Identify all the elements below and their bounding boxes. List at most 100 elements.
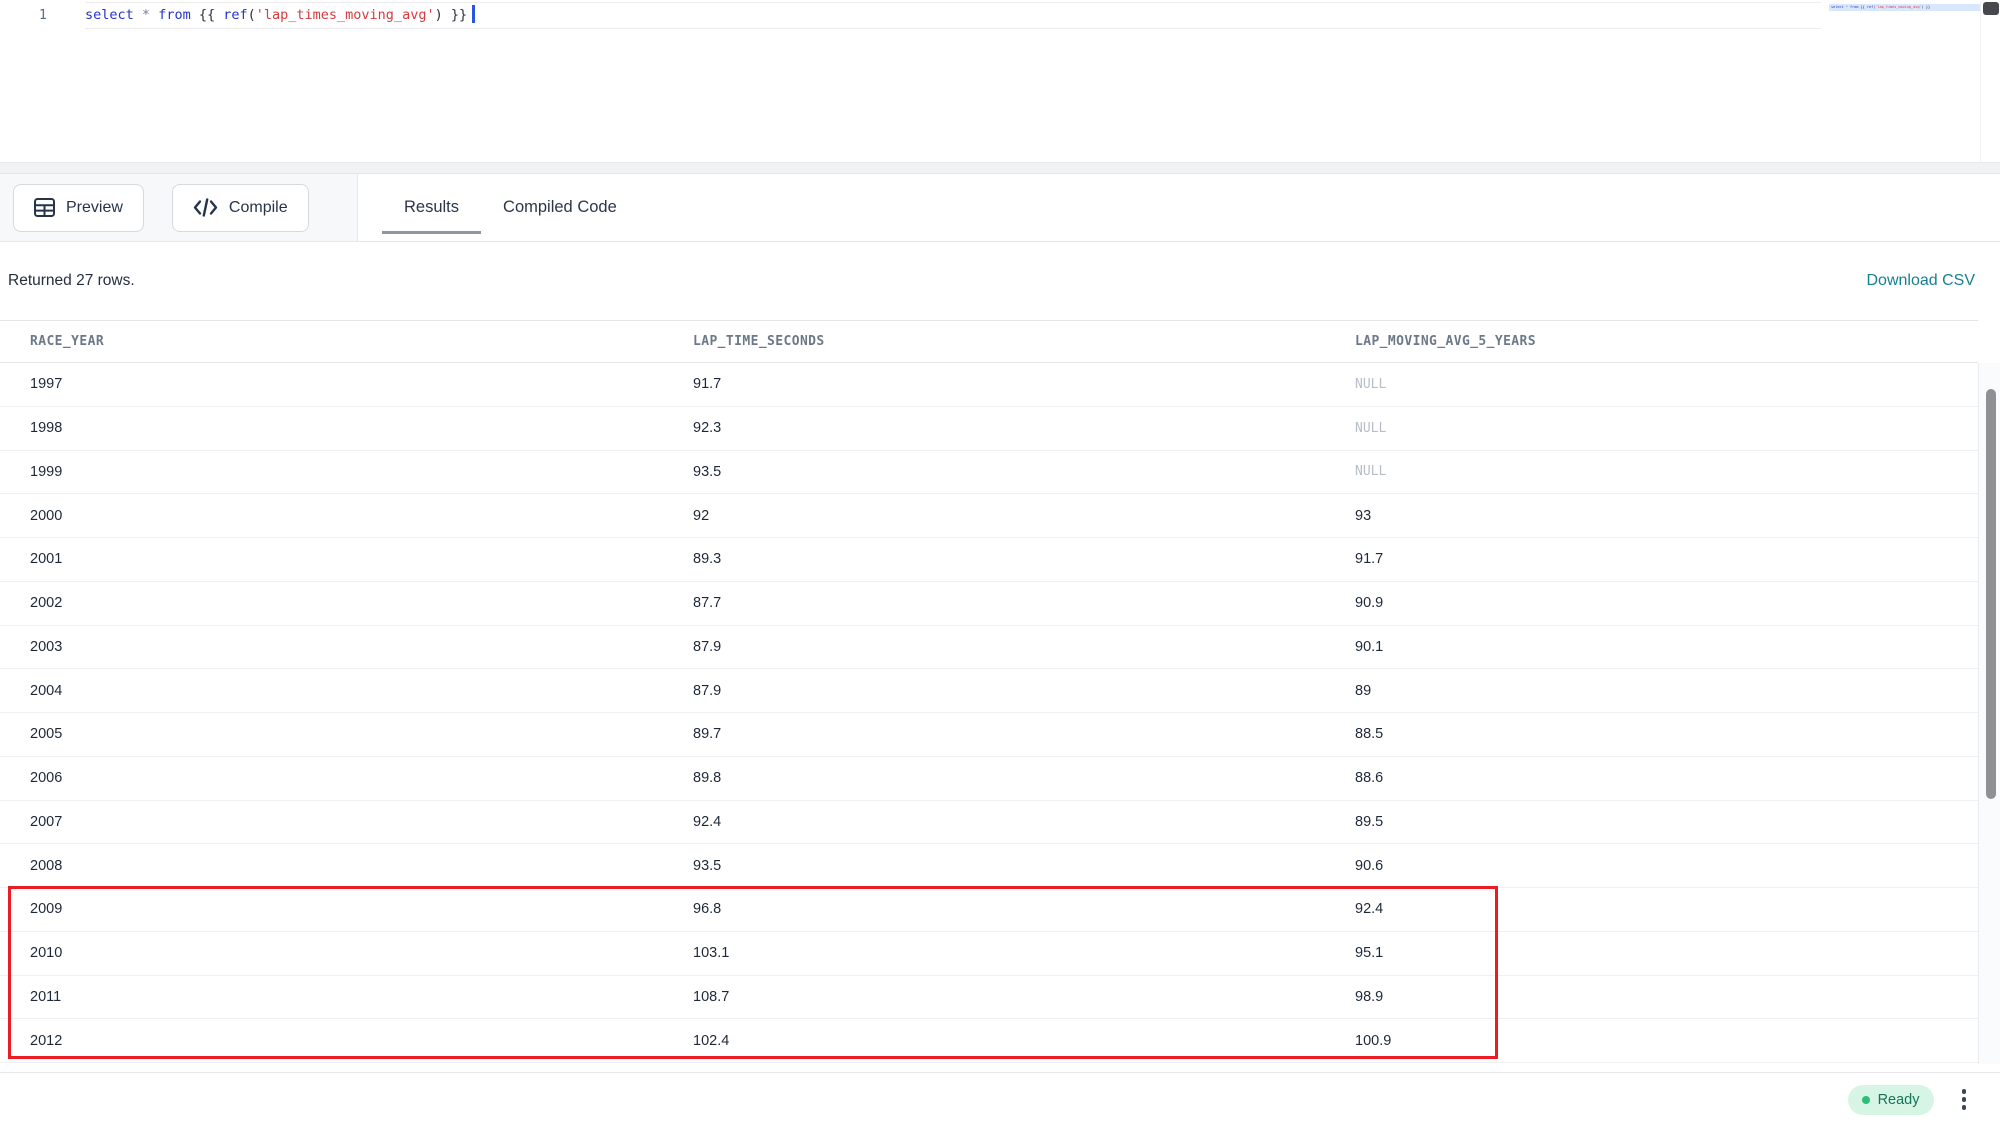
results-grid: RACE_YEAR LAP_TIME_SECONDS LAP_MOVING_AVG_…	[0, 320, 2000, 1064]
table-cell: 91.7	[693, 376, 722, 393]
sql-editor[interactable]: 1 select * from {{ ref('lap_times_moving…	[0, 2, 2000, 162]
table-cell: 90.9	[1355, 595, 1384, 612]
results-tabs: Results Compiled Code	[382, 174, 639, 241]
kebab-menu-icon[interactable]	[1958, 1085, 1971, 1114]
table-row: 2006 89.8 88.6	[0, 757, 1978, 801]
pane-resize-handle[interactable]	[0, 162, 2000, 174]
table-cell: 2007	[30, 813, 63, 830]
grid-bottom-gap	[0, 1064, 2000, 1072]
table-cell: 2005	[30, 726, 63, 743]
table-cell: 87.9	[693, 682, 722, 699]
status-dot-icon	[1861, 1095, 1870, 1104]
tab-results-label: Results	[404, 198, 460, 216]
preview-button-label: Preview	[66, 198, 123, 216]
table-cell: 89.5	[1355, 813, 1384, 830]
table-row: 2011 108.7 98.9	[0, 976, 1978, 1020]
code-line: 1 select * from {{ ref('lap_times_moving…	[0, 2, 2000, 29]
preview-button[interactable]: Preview	[13, 183, 144, 232]
editor-scroll-track-divider	[1980, 2, 1981, 162]
table-cell: 2002	[30, 595, 63, 612]
status-bar: Ready	[0, 1072, 2000, 1124]
editor-minimap[interactable]: select * from {{ ref('lap_times_moving_a…	[1829, 2, 1981, 162]
table-cell: 92.4	[693, 813, 722, 830]
table-cell: 87.9	[693, 638, 722, 655]
code-token: )	[434, 7, 443, 23]
grid-scrollbar-thumb[interactable]	[1986, 389, 1996, 799]
table-cell: 90.6	[1355, 857, 1384, 874]
code-token: (	[247, 7, 256, 23]
table-cell: NULL	[1355, 420, 1387, 436]
code-token: 'lap_times_moving_avg'	[255, 7, 435, 23]
status-badge-label: Ready	[1877, 1091, 1920, 1108]
code-token: )	[1921, 5, 1924, 9]
table-row: 2012 102.4 100.9	[0, 1019, 1978, 1063]
status-badge[interactable]: Ready	[1847, 1084, 1934, 1115]
code-input[interactable]: select * from {{ ref('lap_times_moving_a…	[85, 2, 1821, 29]
table-cell: 88.6	[1355, 770, 1384, 787]
results-toolbar: Preview Compile Results Compiled Code	[0, 174, 2000, 242]
editor-scrollbar-thumb[interactable]	[1983, 2, 1999, 15]
table-cell: 90.1	[1355, 638, 1384, 655]
toolbar-actions: Preview Compile	[0, 174, 358, 241]
code-token: *	[141, 7, 151, 23]
table-cell: 2006	[30, 770, 63, 787]
table-cell: 93	[1355, 507, 1372, 524]
table-cell: 95.1	[1355, 945, 1384, 962]
grid-scrollbar-track[interactable]	[1978, 363, 2000, 1064]
table-row: 1997 91.7 NULL	[0, 363, 1978, 407]
column-header: RACE_YEAR	[30, 334, 105, 349]
table-cell: 2000	[30, 507, 63, 524]
tab-compiled-code-label: Compiled Code	[503, 198, 617, 216]
table-cell: 89.8	[693, 770, 722, 787]
code-token: select	[85, 7, 134, 23]
table-row: 2001 89.3 91.7	[0, 538, 1978, 582]
tab-compiled-code[interactable]: Compiled Code	[481, 174, 639, 241]
code-token: ref	[223, 7, 248, 23]
code-token: }}	[1923, 5, 1931, 9]
code-token: ref	[1866, 5, 1874, 9]
table-cell: 2008	[30, 857, 63, 874]
table-cell: 92.4	[1355, 901, 1384, 918]
table-cell: 89.7	[693, 726, 722, 743]
code-token: }}	[442, 7, 468, 23]
table-cell: 108.7	[693, 988, 730, 1005]
table-row: 2008 93.5 90.6	[0, 844, 1978, 888]
text-cursor	[472, 5, 475, 23]
table-cell: 2011	[30, 988, 62, 1005]
download-csv-link[interactable]: Download CSV	[1866, 272, 1976, 289]
code-token: 'lap_times_moving_avg'	[1875, 5, 1922, 9]
table-cell: 88.5	[1355, 726, 1384, 743]
table-cell: 2012	[30, 1032, 63, 1049]
compile-button-label: Compile	[228, 198, 288, 216]
code-tokens: select * from {{ ref('lap_times_moving_a…	[85, 7, 467, 23]
line-number: 1	[38, 7, 47, 23]
grid-body: 1997 91.7 NULL 1998 92.3 NULL 1999 93.5 NULL 2000…	[0, 363, 1978, 1063]
table-row: 2009 96.8 92.4	[0, 888, 1978, 932]
code-token	[134, 7, 142, 23]
table-cell: 93.5	[693, 857, 722, 874]
table-cell: 2010	[30, 945, 63, 962]
table-cell: 96.8	[693, 901, 722, 918]
table-cell: 2009	[30, 901, 63, 918]
code-token: from	[158, 7, 191, 23]
column-header: LAP_TIME_SECONDS	[693, 334, 825, 349]
table-row: 2003 87.9 90.1	[0, 626, 1978, 670]
table-cell: 1997	[30, 376, 63, 393]
table-row: 2010 103.1 95.1	[0, 932, 1978, 976]
table-grid-icon	[34, 198, 55, 217]
code-token: select	[1831, 5, 1844, 9]
table-cell: NULL	[1355, 376, 1387, 392]
code-token: {{	[190, 7, 224, 23]
code-token: (	[1873, 5, 1876, 9]
table-row: 2002 87.7 90.9	[0, 582, 1978, 626]
table-cell: 1999	[30, 463, 63, 480]
tab-results[interactable]: Results	[382, 174, 482, 241]
results-meta: Returned 27 rows. Download CSV	[0, 242, 2000, 320]
code-token: *	[1845, 5, 1848, 9]
code-token: from	[1849, 5, 1859, 9]
compile-button[interactable]: Compile	[171, 183, 309, 232]
table-cell: 87.7	[693, 595, 722, 612]
table-cell: 98.9	[1355, 988, 1384, 1005]
table-cell: 103.1	[693, 945, 730, 962]
